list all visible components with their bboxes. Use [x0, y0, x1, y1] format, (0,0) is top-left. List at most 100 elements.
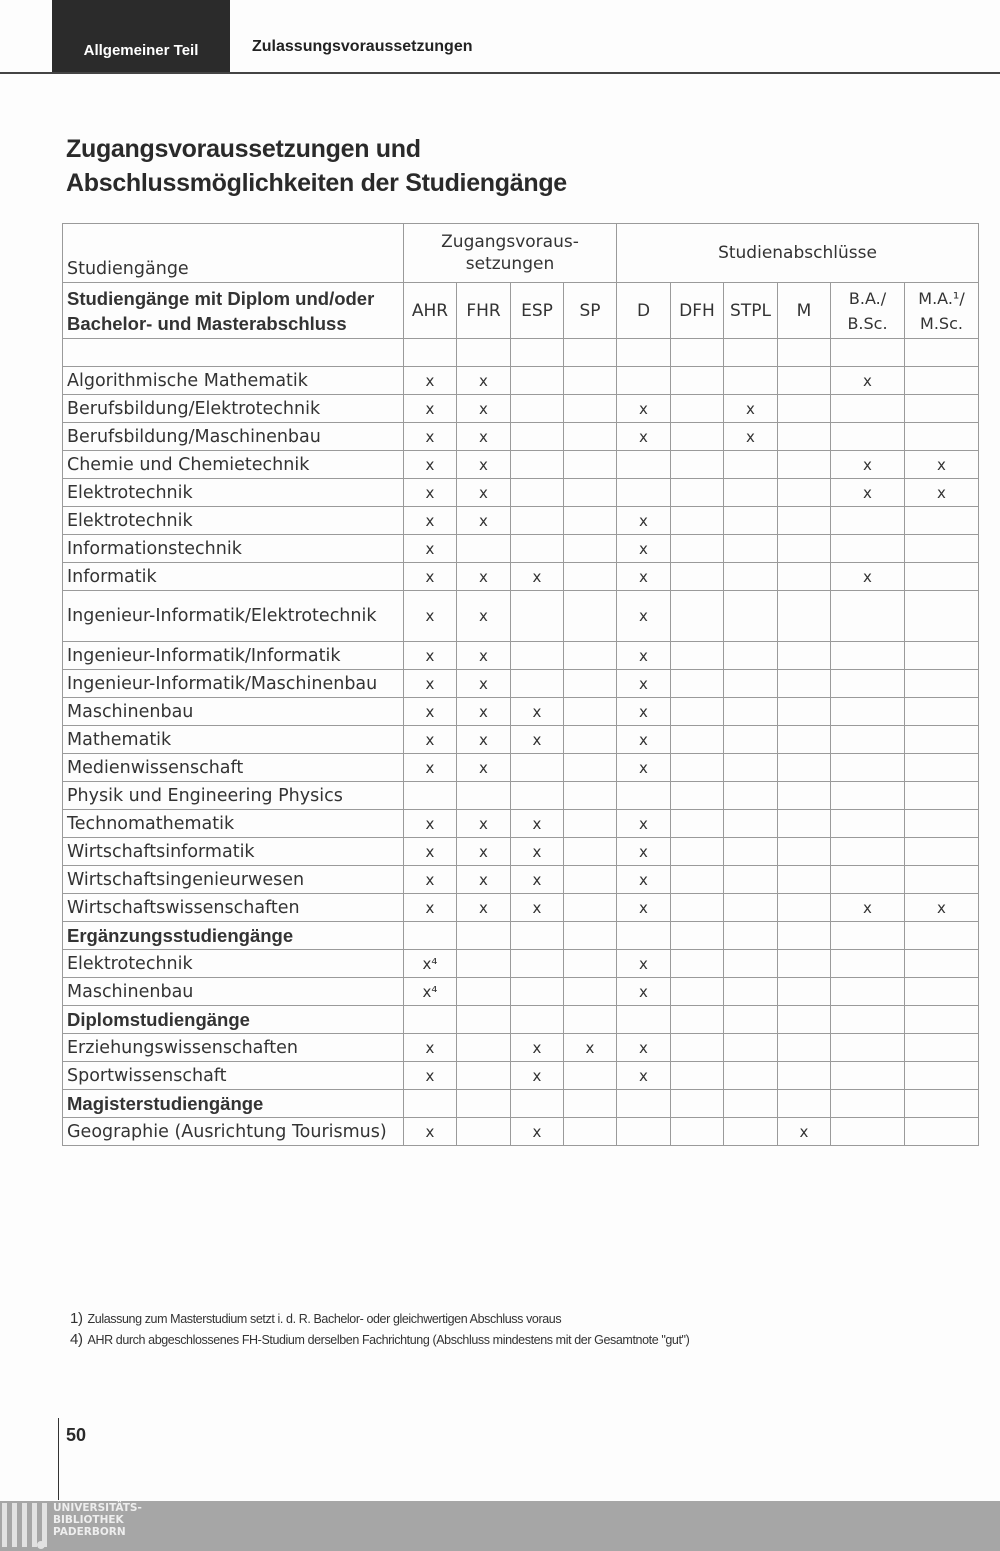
mark-cell-m [777, 338, 831, 367]
mark-cell-sp [563, 949, 617, 978]
mark-cell-m [777, 394, 831, 423]
header-studiengaenge: Studiengänge [62, 223, 404, 283]
mark-cell-m [777, 1005, 831, 1034]
mark-cell-m [904, 977, 979, 1006]
footnote-number: 4) [70, 1331, 83, 1348]
mark-cell-fhr [456, 921, 511, 950]
mark-cell-m [904, 949, 979, 978]
table-row: Geographie (Ausrichtung Tourismus) x x x [62, 1117, 979, 1146]
mark-cell-m: x [904, 450, 979, 479]
mark-cell-m [904, 506, 979, 535]
mark-cell-b [830, 422, 905, 451]
table-row: Wirtschaftswissenschaften x x x x x x [62, 893, 979, 922]
mark-cell-sp [563, 837, 617, 866]
mark-cell-dfh [670, 641, 724, 670]
table-row: Ingenieur-Informatik/Elektrotechnik x x x [62, 590, 979, 642]
mark-cell-fhr: x [456, 394, 511, 423]
mark-cell-esp [510, 921, 564, 950]
mark-cell-ahr [403, 781, 457, 810]
mark-cell-m [904, 1033, 979, 1062]
mark-cell-m [777, 1061, 831, 1090]
mark-cell-stpl [723, 1005, 778, 1034]
program-name: Wirtschaftsingenieurwesen [62, 865, 404, 894]
mark-cell-sp [563, 366, 617, 395]
mark-cell-esp: x [510, 809, 564, 838]
mark-cell-stpl [723, 865, 778, 894]
mark-cell-ahr: x [403, 1061, 457, 1090]
program-name: Ingenieur-Informatik/Elektrotechnik [62, 590, 404, 642]
mark-cell-dfh [670, 590, 724, 642]
mark-cell-stpl [723, 590, 778, 642]
mark-cell-d: x [616, 562, 671, 591]
column-header-d: D [616, 282, 671, 339]
mark-cell-fhr: x [456, 697, 511, 726]
mark-cell-sp [563, 506, 617, 535]
programs-table: Studiengänge Zugangsvoraus-setzungen Stu… [62, 223, 979, 1146]
table-row: Medienwissenschaft x x x [62, 753, 979, 782]
mark-cell-b [830, 506, 905, 535]
logo-line-3: PADERBORN [53, 1526, 126, 1538]
mark-cell-dfh [670, 506, 724, 535]
table-row: Physik und Engineering Physics [62, 781, 979, 810]
mark-cell-sp: x [563, 1033, 617, 1062]
mark-cell-d: x [616, 865, 671, 894]
page-title-line-1: Zugangsvoraussetzungen und [66, 135, 421, 163]
mark-cell-esp: x [510, 865, 564, 894]
section-label: Magisterstudiengänge [62, 1089, 404, 1118]
section-label: Ergänzungsstudiengänge [62, 921, 404, 950]
program-name: Chemie und Chemietechnik [62, 450, 404, 479]
mark-cell-sp [563, 781, 617, 810]
table-row: Berufsbildung/Elektrotechnik x x x x [62, 394, 979, 423]
mark-cell-esp: x [510, 1117, 564, 1146]
mark-cell-b [830, 669, 905, 698]
mark-cell-sp [563, 394, 617, 423]
mark-cell-dfh [670, 1033, 724, 1062]
mark-cell-stpl [723, 1033, 778, 1062]
mark-cell-stpl [723, 725, 778, 754]
mark-cell-sp [563, 921, 617, 950]
mark-cell-ahr: x [403, 394, 457, 423]
mark-cell-b [830, 921, 905, 950]
mark-cell-b [830, 641, 905, 670]
mark-cell-sp [563, 809, 617, 838]
mark-cell-d: x [616, 837, 671, 866]
mark-cell-fhr [456, 534, 511, 563]
mark-cell-d [616, 921, 671, 950]
mark-cell-dfh [670, 450, 724, 479]
mark-cell-sp [563, 534, 617, 563]
program-name: Berufsbildung/Maschinenbau [62, 422, 404, 451]
program-name: Berufsbildung/Elektrotechnik [62, 394, 404, 423]
mark-cell-dfh [670, 1117, 724, 1146]
mark-cell-sp [563, 865, 617, 894]
mark-cell-ahr [403, 338, 457, 367]
header-group-studienabschluesse: Studienabschlüsse [616, 223, 979, 283]
mark-cell-stpl [723, 753, 778, 782]
mark-cell-sp [563, 1117, 617, 1146]
mark-cell-ahr: x [403, 422, 457, 451]
table-row: Wirtschaftsinformatik x x x x [62, 837, 979, 866]
table-row: Algorithmische Mathematik x x x [62, 366, 979, 395]
mark-cell-m [904, 921, 979, 950]
mark-cell-fhr: x [456, 422, 511, 451]
mark-cell-ahr: x [403, 669, 457, 698]
mark-cell-fhr [456, 1061, 511, 1090]
mark-cell-m [777, 865, 831, 894]
mark-cell-ahr: x [403, 697, 457, 726]
mark-cell-d: x [616, 1033, 671, 1062]
mark-cell-b: x [830, 562, 905, 591]
mark-cell-fhr: x [456, 725, 511, 754]
mark-cell-fhr: x [456, 669, 511, 698]
footnote-number: 1) [70, 1310, 83, 1327]
mark-cell-m [777, 977, 831, 1006]
column-header-m: M [777, 282, 831, 339]
mark-cell-esp [510, 669, 564, 698]
mark-cell-stpl: x [723, 394, 778, 423]
mark-cell-m [777, 949, 831, 978]
program-name: Mathematik [62, 725, 404, 754]
program-name: Technomathematik [62, 809, 404, 838]
mark-cell-sp [563, 338, 617, 367]
mark-cell-dfh [670, 753, 724, 782]
mark-cell-dfh [670, 949, 724, 978]
mark-cell-d [616, 338, 671, 367]
header-rule [0, 72, 1000, 74]
